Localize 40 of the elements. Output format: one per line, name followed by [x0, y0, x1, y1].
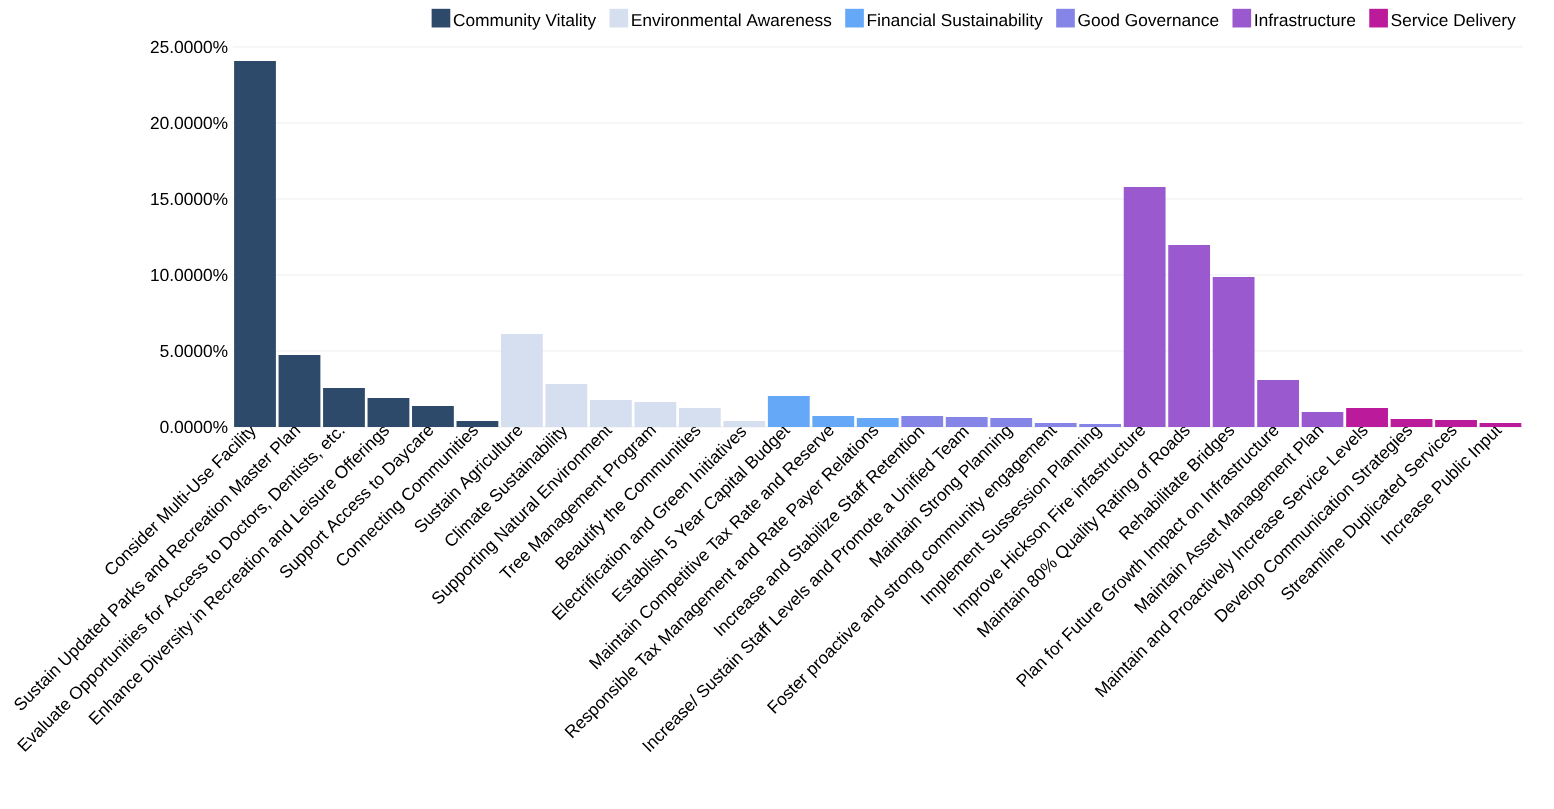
bar: [901, 416, 944, 427]
y-tick-label: 15.0000%: [151, 192, 228, 206]
bar: [990, 418, 1033, 427]
legend-label: Good Governance: [1078, 13, 1219, 27]
bar: [589, 399, 632, 427]
bar: [1034, 423, 1077, 427]
bar: [234, 60, 276, 427]
bar: [367, 397, 410, 427]
bar: [500, 333, 543, 427]
bar: [1212, 276, 1255, 427]
bar: [1257, 380, 1300, 427]
bar: [1390, 418, 1433, 427]
bar: [545, 383, 588, 427]
bar: [767, 395, 810, 427]
bar: [456, 421, 499, 427]
y-tick-label: 10.0000%: [151, 268, 228, 282]
legend-label: Community Vitality: [453, 13, 597, 30]
bar: [856, 418, 899, 427]
bar: [1079, 423, 1122, 427]
bar: [945, 416, 988, 427]
bar: [1301, 411, 1344, 427]
bar: [678, 407, 721, 427]
bar: [1346, 407, 1388, 427]
legend-label: Financial Sustainability: [867, 13, 1043, 30]
y-tick-label: 20.0000%: [150, 116, 228, 130]
bar: [278, 354, 321, 427]
legend-label: Infrastructure: [1255, 13, 1356, 27]
bar: [412, 406, 454, 427]
y-tick-label: 25.0000%: [150, 40, 228, 54]
bar: [323, 387, 365, 427]
bar: [1479, 423, 1522, 427]
y-tick-label: 5.0000%: [160, 344, 228, 358]
bar: [1435, 420, 1477, 427]
bar: [812, 416, 855, 427]
legend-label: Environmental Awareness: [632, 13, 832, 27]
bar: [1168, 245, 1211, 427]
bar: [634, 402, 677, 427]
bar: [723, 421, 766, 427]
bar: [1123, 186, 1166, 427]
legend-label: Service Delivery: [1391, 13, 1516, 30]
